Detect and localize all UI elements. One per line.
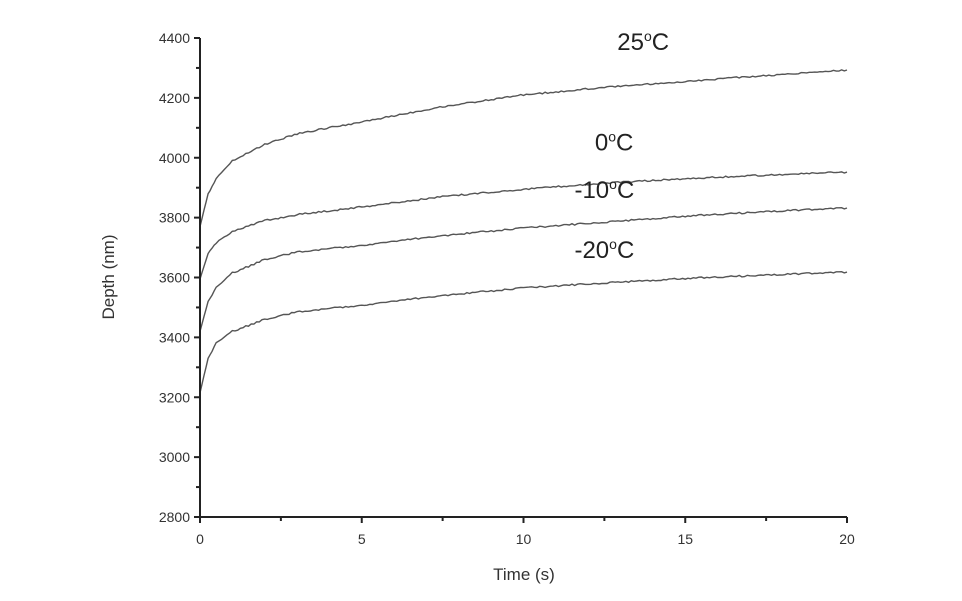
x-tick-label: 15	[677, 531, 693, 547]
series-line	[199, 171, 848, 280]
y-tick-label: 2800	[159, 509, 190, 525]
series-label: -20oC	[574, 236, 634, 264]
y-axis: 2800 3000 3200 3400 3600 3800 4000 4200 4400	[159, 30, 201, 525]
y-tick-label: 3400	[159, 329, 190, 345]
x-tick-label: 10	[516, 531, 532, 547]
series-line	[199, 270, 848, 393]
series-label: -10oC	[574, 176, 634, 204]
x-axis: 0 5 10 15 20	[196, 516, 855, 547]
y-tick-label: 3000	[159, 449, 190, 465]
y-tick-label: 3800	[159, 210, 190, 226]
series-label: 0oC	[595, 128, 634, 156]
series-line	[199, 69, 848, 227]
y-tick-label: 4000	[159, 150, 190, 166]
x-axis-title: Time (s)	[493, 565, 555, 584]
x-tick-label: 0	[196, 531, 204, 547]
plot-area	[199, 69, 848, 393]
y-tick-label: 3200	[159, 389, 190, 405]
series-label: 25oC	[617, 28, 669, 56]
y-axis-title: Depth (nm)	[99, 234, 118, 319]
series-line	[199, 206, 848, 332]
y-tick-label: 4200	[159, 90, 190, 106]
x-tick-label: 5	[358, 531, 366, 547]
y-tick-label: 3600	[159, 270, 190, 286]
x-tick-label: 20	[839, 531, 855, 547]
y-tick-label: 4400	[159, 30, 190, 46]
series-labels: 25oC 0oC -10oC -20oC	[574, 28, 669, 264]
